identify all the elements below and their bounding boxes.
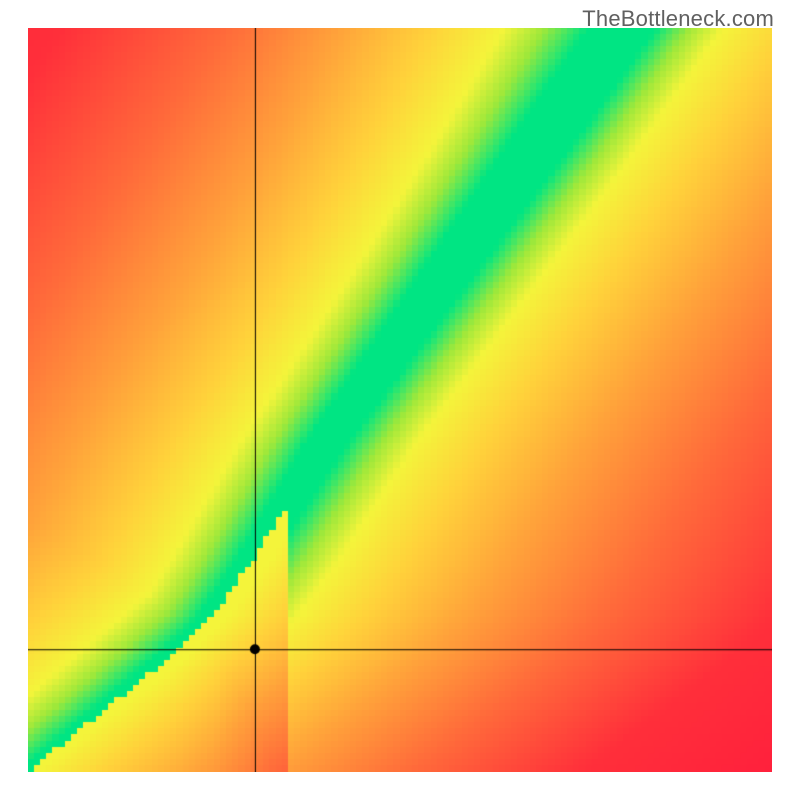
plot-frame [28, 28, 772, 772]
watermark-text: TheBottleneck.com [582, 6, 774, 32]
heatmap-canvas [28, 28, 772, 772]
chart-container: TheBottleneck.com [0, 0, 800, 800]
